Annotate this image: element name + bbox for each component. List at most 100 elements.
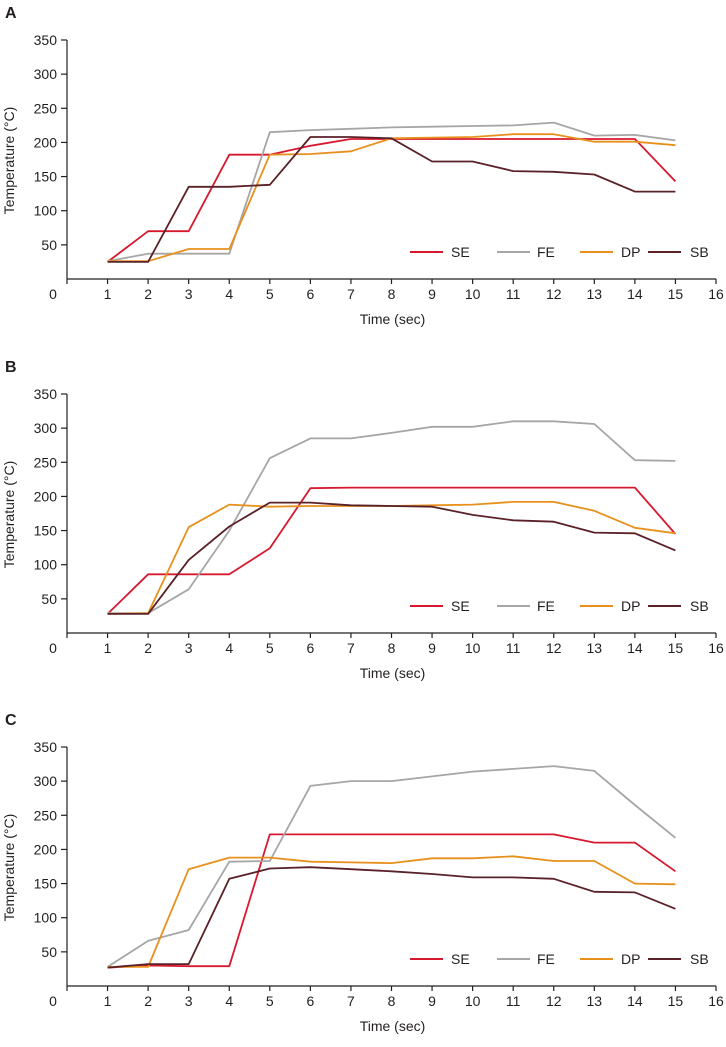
legend-label-se: SE	[451, 951, 470, 967]
legend-label-se: SE	[451, 244, 470, 260]
x-tick-label: 12	[546, 993, 562, 1009]
x-tick-label: 0	[49, 286, 57, 302]
x-tick-label: 16	[708, 640, 724, 656]
y-tick-label: 50	[41, 591, 57, 607]
x-axis-title: Time (sec)	[360, 665, 426, 681]
x-tick-label: 11	[506, 993, 521, 1009]
legend-label-sb: SB	[690, 951, 709, 967]
y-tick-label: 100	[34, 203, 58, 219]
x-tick-label: 1	[104, 993, 112, 1009]
x-tick-label: 10	[465, 286, 481, 302]
legend-label-dp: DP	[621, 598, 640, 614]
x-tick-label: 13	[587, 993, 603, 1009]
legend-label-fe: FE	[537, 951, 555, 967]
y-tick-label: 200	[34, 488, 58, 504]
y-tick-label: 100	[34, 910, 58, 926]
x-tick-label: 2	[144, 993, 152, 1009]
y-axis-title: Temperature (°C)	[1, 461, 17, 569]
x-tick-label: 14	[627, 993, 643, 1009]
x-tick-label: 8	[388, 286, 396, 302]
x-tick-label: 10	[465, 993, 481, 1009]
panel-label: B	[5, 359, 17, 376]
x-tick-label: 4	[225, 640, 233, 656]
series-line-dp	[107, 500, 676, 615]
series-line-se	[107, 833, 676, 969]
x-tick-label: 7	[347, 993, 355, 1009]
y-axis-title: Temperature (°C)	[1, 107, 17, 215]
x-tick-label: 0	[49, 640, 57, 656]
x-tick-label: 3	[185, 640, 193, 656]
x-tick-label: 6	[306, 993, 314, 1009]
y-tick-label: 200	[34, 841, 58, 857]
y-tick-label: 250	[34, 807, 58, 823]
y-tick-label: 150	[34, 876, 58, 892]
y-tick-label: 50	[41, 237, 57, 253]
x-tick-label: 12	[546, 286, 562, 302]
x-tick-label: 16	[708, 286, 724, 302]
x-tick-label: 10	[465, 640, 481, 656]
series-line-dp	[107, 855, 676, 968]
legend-label-sb: SB	[690, 598, 709, 614]
y-tick-label: 250	[34, 100, 58, 116]
series-line-fe	[107, 765, 676, 968]
x-tick-label: 1	[104, 640, 112, 656]
legend-label-se: SE	[451, 598, 470, 614]
y-tick-label: 50	[41, 944, 57, 960]
legend-label-fe: FE	[537, 244, 555, 260]
y-tick-label: 150	[34, 169, 58, 185]
x-tick-label: 13	[587, 286, 603, 302]
x-tick-label: 4	[225, 286, 233, 302]
x-tick-label: 3	[185, 993, 193, 1009]
x-tick-label: 5	[266, 993, 274, 1009]
series-line-sb	[107, 501, 676, 615]
x-tick-label: 7	[347, 286, 355, 302]
x-tick-label: 14	[627, 286, 643, 302]
y-tick-label: 300	[34, 773, 58, 789]
x-tick-label: 1	[104, 286, 112, 302]
y-axis-title: Temperature (°C)	[1, 814, 17, 922]
y-tick-label: 350	[34, 386, 58, 402]
x-axis-title: Time (sec)	[360, 311, 426, 327]
x-tick-label: 5	[266, 286, 274, 302]
legend-label-dp: DP	[621, 951, 640, 967]
series-line-sb	[107, 866, 676, 969]
legend-label-fe: FE	[537, 598, 555, 614]
series-line-fe	[107, 121, 676, 263]
series-line-se	[106, 486, 677, 615]
x-tick-label: 15	[668, 286, 684, 302]
x-tick-label: 11	[506, 286, 521, 302]
panel-label: C	[5, 712, 17, 729]
legend-label-dp: DP	[621, 244, 640, 260]
x-tick-label: 6	[306, 286, 314, 302]
x-tick-label: 4	[225, 993, 233, 1009]
y-tick-label: 100	[34, 557, 58, 573]
series-line-dp	[107, 133, 676, 263]
x-tick-label: 9	[428, 640, 436, 656]
x-tick-label: 5	[266, 640, 274, 656]
legend-label-sb: SB	[690, 244, 709, 260]
y-tick-label: 350	[34, 32, 58, 48]
series-line-sb	[107, 136, 676, 263]
y-tick-label: 150	[34, 523, 58, 539]
series-line-fe	[107, 420, 676, 615]
x-tick-label: 14	[627, 640, 643, 656]
panel-label: A	[5, 5, 17, 22]
x-tick-label: 13	[587, 640, 603, 656]
x-tick-label: 2	[144, 286, 152, 302]
x-tick-label: 0	[49, 993, 57, 1009]
y-tick-label: 200	[34, 134, 58, 150]
series-line-se	[107, 138, 677, 263]
x-tick-label: 9	[428, 993, 436, 1009]
x-axis-title: Time (sec)	[360, 1018, 426, 1034]
x-tick-label: 7	[347, 640, 355, 656]
x-tick-label: 15	[668, 640, 684, 656]
y-tick-label: 350	[34, 739, 58, 755]
x-tick-label: 2	[144, 640, 152, 656]
y-tick-label: 250	[34, 454, 58, 470]
x-tick-label: 15	[668, 993, 684, 1009]
y-tick-label: 300	[34, 66, 58, 82]
x-tick-label: 3	[185, 286, 193, 302]
